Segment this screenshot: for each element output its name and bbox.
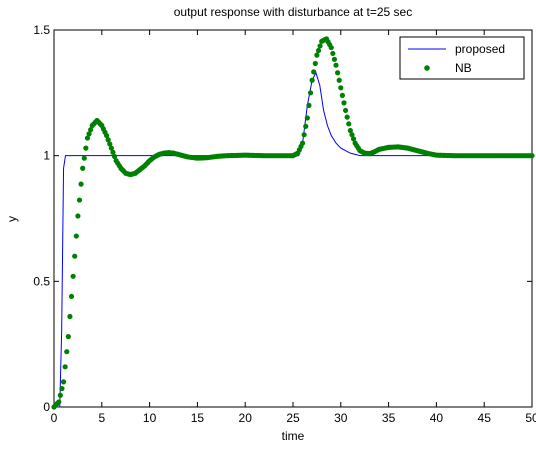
series-point-NB — [339, 92, 345, 98]
series-point-NB — [311, 69, 317, 75]
series-point-NB — [103, 132, 110, 139]
series-point-NB — [312, 60, 318, 67]
x-axis-label: time — [282, 429, 305, 443]
series-point-NB — [111, 153, 118, 160]
legend: proposed NB — [399, 36, 525, 80]
series-point-NB — [67, 313, 73, 320]
series-point-NB — [108, 145, 114, 151]
series-point-NB — [335, 70, 341, 76]
x-tick-label: 15 — [191, 411, 205, 425]
series-point-NB — [86, 131, 92, 137]
series-layer — [51, 36, 535, 410]
series-point-NB — [107, 141, 113, 147]
y-tick-label: 0 — [43, 400, 50, 414]
y-tick-label: 1 — [43, 149, 50, 163]
y-axis-ticks: 0 0.5 1 1.5 — [33, 23, 532, 414]
series-point-NB — [56, 399, 62, 405]
series-point-NB — [317, 43, 323, 49]
series-point-NB — [68, 293, 75, 300]
series-point-NB — [342, 107, 349, 114]
series-point-NB — [349, 132, 355, 138]
series-point-NB — [346, 121, 352, 127]
series-point-NB — [57, 392, 63, 398]
series-point-NB — [76, 197, 83, 203]
series-point-NB — [315, 47, 322, 54]
legend-box — [399, 36, 525, 80]
legend-label: NB — [455, 61, 472, 75]
series-point-NB — [75, 213, 81, 219]
series-point-NB — [78, 181, 84, 187]
series-point-NB — [350, 136, 357, 142]
series-point-NB — [299, 140, 306, 146]
series-point-NB — [309, 77, 315, 83]
x-tick-label: 45 — [478, 411, 492, 425]
series-point-NB — [307, 90, 314, 96]
x-axis-ticks: 0 5 10 15 20 25 30 35 40 45 50 — [51, 30, 536, 425]
series-point-NB — [83, 145, 89, 151]
x-tick-label: 35 — [382, 411, 396, 425]
x-tick-label: 25 — [286, 411, 300, 425]
series-point-NB — [338, 85, 344, 91]
series-point-NB — [328, 44, 334, 51]
series-point-NB — [330, 50, 336, 57]
x-tick-label: 30 — [334, 411, 348, 425]
series-point-NB — [301, 132, 307, 138]
plot-frame — [53, 29, 533, 408]
x-tick-label: 5 — [98, 411, 105, 425]
series-point-NB — [110, 149, 116, 155]
series-point-NB — [60, 379, 67, 385]
x-tick-label: 0 — [51, 411, 58, 425]
series-point-NB — [80, 165, 86, 171]
series-point-NB — [341, 100, 347, 106]
series-point-NB — [84, 135, 91, 141]
y-axis-label: y — [5, 216, 19, 222]
series-point-NB — [303, 123, 309, 129]
series-point-NB — [88, 127, 94, 133]
series-point-NB — [81, 155, 87, 161]
series-point-NB — [529, 153, 535, 159]
series-point-NB — [72, 253, 78, 259]
x-tick-label: 10 — [143, 411, 157, 425]
series-point-NB — [331, 56, 338, 62]
series-point-NB — [344, 114, 350, 120]
series-point-NB — [64, 349, 70, 355]
series-point-NB — [62, 364, 68, 370]
x-tick-label: 40 — [430, 411, 444, 425]
series-point-NB — [314, 52, 320, 58]
series-point-NB — [304, 115, 310, 121]
series-point-NB — [73, 233, 79, 239]
y-tick-label: 0.5 — [33, 274, 50, 288]
series-line-proposed — [54, 71, 532, 408]
legend-label: proposed — [455, 42, 505, 56]
legend-swatch-NB — [424, 65, 430, 71]
series-point-NB — [336, 77, 342, 83]
plot-area — [53, 29, 533, 408]
x-tick-label: 20 — [239, 411, 253, 425]
chart-title: output response with disturbance at t=25… — [174, 5, 412, 19]
series-point-NB — [105, 137, 111, 143]
y-tick-label: 1.5 — [33, 23, 50, 37]
series-point-NB — [306, 102, 312, 108]
series-point-NB — [65, 334, 71, 340]
series-point-NB — [347, 127, 353, 134]
series-point-NB — [70, 273, 76, 279]
x-tick-label: 50 — [525, 411, 536, 425]
series-point-NB — [59, 385, 65, 392]
series-point-NB — [333, 62, 339, 68]
